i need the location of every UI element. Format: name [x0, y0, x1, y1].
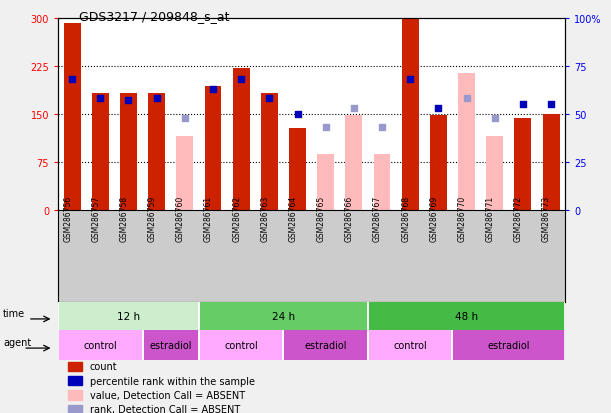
Point [67, 77, 77, 83]
Text: GSM286763: GSM286763 [260, 195, 269, 241]
Point [518, 102, 528, 108]
Text: estradiol: estradiol [488, 340, 530, 350]
Point [123, 98, 133, 104]
Bar [514, 119, 532, 211]
Point [377, 125, 387, 131]
Bar [430, 116, 447, 211]
Bar [177, 137, 193, 211]
Bar [64, 24, 81, 211]
Text: count: count [90, 361, 118, 371]
Text: GSM286757: GSM286757 [91, 195, 100, 241]
Text: 12 h: 12 h [117, 311, 140, 321]
Point [490, 115, 500, 122]
Bar [142, 330, 199, 360]
Bar [205, 87, 221, 211]
Text: value, Detection Call = ABSENT: value, Detection Call = ABSENT [90, 390, 245, 400]
Point [95, 96, 105, 102]
Text: 24 h: 24 h [272, 311, 295, 321]
Text: control: control [84, 340, 117, 350]
Bar [261, 93, 278, 211]
Bar [373, 154, 390, 211]
Text: control: control [393, 340, 427, 350]
Point [349, 106, 359, 112]
Point [293, 111, 302, 118]
Bar [199, 302, 368, 330]
Bar [486, 137, 503, 211]
Bar [233, 69, 250, 211]
Text: GSM286761: GSM286761 [204, 195, 213, 241]
Bar [402, 19, 419, 211]
Text: GSM286769: GSM286769 [430, 195, 439, 241]
Point [321, 125, 331, 131]
Text: GSM286772: GSM286772 [514, 195, 523, 241]
Text: GSM286770: GSM286770 [458, 195, 467, 241]
Bar [453, 330, 565, 360]
Bar [148, 93, 165, 211]
Bar [120, 94, 137, 211]
Text: GSM286765: GSM286765 [316, 195, 326, 241]
Text: GSM286758: GSM286758 [120, 195, 128, 241]
Point [546, 102, 556, 108]
Bar [58, 302, 199, 330]
Bar [543, 114, 560, 211]
Text: time: time [3, 309, 25, 318]
Point [405, 77, 415, 83]
Text: rank, Detection Call = ABSENT: rank, Detection Call = ABSENT [90, 404, 240, 413]
Text: GSM286766: GSM286766 [345, 195, 354, 241]
Bar [284, 330, 368, 360]
Bar [92, 93, 109, 211]
Bar [68, 362, 82, 371]
Bar [317, 154, 334, 211]
Bar [458, 74, 475, 211]
Point [462, 96, 472, 102]
Text: GSM286764: GSM286764 [288, 195, 298, 241]
Text: GSM286767: GSM286767 [373, 195, 382, 241]
Point [180, 115, 189, 122]
Text: GSM286762: GSM286762 [232, 195, 241, 241]
Point [152, 96, 161, 102]
Text: percentile rank within the sample: percentile rank within the sample [90, 376, 255, 386]
Bar [368, 330, 453, 360]
Text: GSM286773: GSM286773 [542, 195, 551, 241]
Bar [289, 129, 306, 211]
Text: estradiol: estradiol [150, 340, 192, 350]
Text: agent: agent [3, 337, 31, 347]
Point [434, 106, 444, 112]
Text: 48 h: 48 h [455, 311, 478, 321]
Text: GSM286771: GSM286771 [486, 195, 495, 241]
Text: GSM286759: GSM286759 [148, 195, 156, 241]
Text: control: control [224, 340, 258, 350]
Point [208, 86, 218, 93]
Bar [68, 376, 82, 385]
Bar [199, 330, 284, 360]
Bar [345, 116, 362, 211]
Text: GSM286760: GSM286760 [176, 195, 185, 241]
Point [265, 96, 274, 102]
Bar [68, 405, 82, 413]
Text: GDS3217 / 209848_s_at: GDS3217 / 209848_s_at [79, 10, 230, 23]
Point [236, 77, 246, 83]
Bar [58, 330, 142, 360]
Bar [68, 390, 82, 400]
Text: GSM286756: GSM286756 [63, 195, 72, 241]
Text: estradiol: estradiol [304, 340, 347, 350]
Bar [368, 302, 565, 330]
Text: GSM286768: GSM286768 [401, 195, 410, 241]
